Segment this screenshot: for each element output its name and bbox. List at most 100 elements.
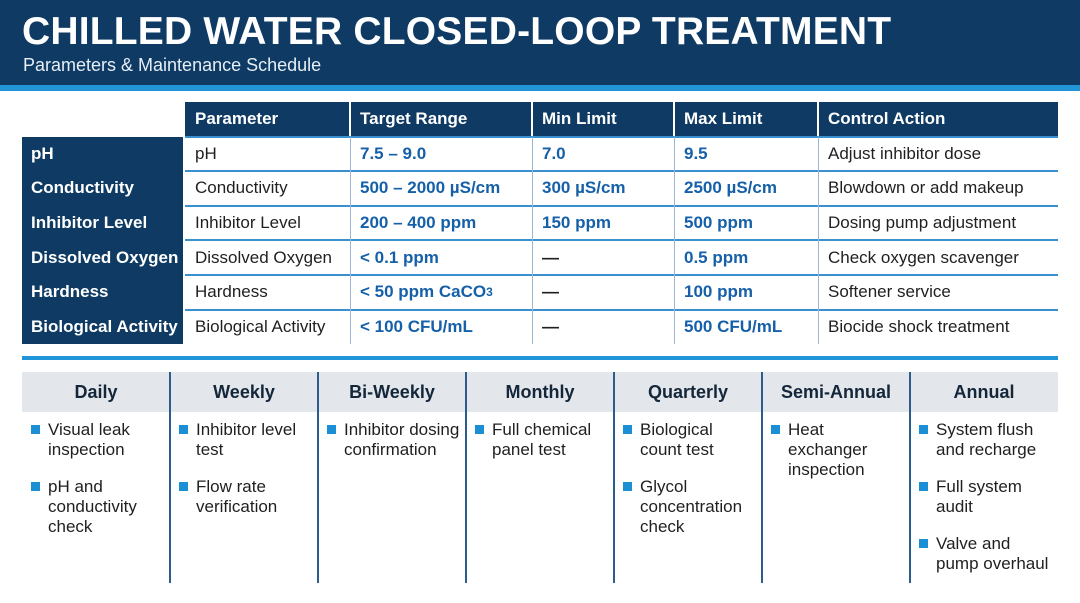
schedule-column: Semi-Annual Heat exchanger inspection — [762, 372, 910, 583]
schedule-task-list: Full chemical panel test — [466, 412, 614, 460]
column-header: Max Limit — [674, 102, 818, 137]
table-cell: — — [532, 310, 674, 345]
cell-value: 500 – 2000 µS/cm — [360, 178, 501, 198]
table-cell: < 50 ppm CaCO 3 — [350, 275, 532, 310]
schedule-task-label: Inhibitor dosing confirmation — [344, 420, 460, 459]
square-bullet-icon — [327, 425, 336, 434]
table-cell: — — [532, 240, 674, 275]
cell-value: < 0.1 ppm — [360, 247, 439, 267]
schedule-task: Visual leak inspection — [31, 420, 166, 460]
row-divider — [185, 239, 1058, 242]
header-separator — [531, 102, 533, 137]
cell-value: Biocide shock treatment — [828, 316, 1010, 336]
table-cell: 9.5 — [674, 137, 818, 172]
schedule-column-divider — [613, 372, 615, 583]
schedule-task-label: Valve and pump overhaul — [936, 534, 1049, 573]
cell-value: Biological Activity — [195, 316, 326, 336]
table-cell: 7.0 — [532, 137, 674, 172]
table-cell: Check oxygen scavenger — [818, 240, 1058, 275]
table-cell: Dosing pump adjustment — [818, 206, 1058, 241]
schedule-task-label: Flow rate verification — [196, 477, 278, 516]
table-cell: pH — [185, 137, 350, 172]
column-divider — [818, 136, 819, 345]
cell-value: pH — [195, 143, 217, 163]
cell-value: 150 ppm — [542, 213, 611, 233]
table-row: Dissolved Oxygen Dissolved Oxygen < 0.1 pp… — [22, 240, 1058, 275]
table-cell: 150 ppm — [532, 206, 674, 241]
schedule-column: Quarterly Biological count test Glycol con… — [614, 372, 762, 583]
table-cell: < 0.1 ppm — [350, 240, 532, 275]
table-cell: 0.5 ppm — [674, 240, 818, 275]
schedule-column: Weekly Inhibitor level test Flow rate veri… — [170, 372, 318, 583]
schedule-task: pH and conductivity check — [31, 477, 166, 537]
schedule-task-list: Inhibitor level test Flow rate verificati… — [170, 412, 318, 517]
schedule-column: Daily Visual leak inspection pH and conduc… — [22, 372, 170, 583]
table-cell: Adjust inhibitor dose — [818, 137, 1058, 172]
table-cell: 500 CFU/mL — [674, 310, 818, 345]
schedule-header-band — [22, 372, 1058, 412]
cell-value-subscript: 3 — [486, 285, 493, 300]
schedule-task-label: Visual leak inspection — [48, 420, 130, 459]
cell-value: 200 – 400 ppm — [360, 213, 477, 233]
square-bullet-icon — [623, 425, 632, 434]
cell-value: 9.5 — [684, 143, 708, 163]
cell-value: Check oxygen scavenger — [828, 247, 1019, 267]
header-separator — [673, 102, 675, 137]
table-cell: — — [532, 275, 674, 310]
schedule-task: Biological count test — [623, 420, 758, 460]
schedule-task-label: pH and conductivity check — [48, 477, 137, 536]
schedule-column-title: Annual — [953, 381, 1015, 402]
table-cell: Inhibitor Level — [185, 206, 350, 241]
table-cell: Dissolved Oxygen — [185, 240, 350, 275]
schedule-column-divider — [169, 372, 171, 583]
cell-value: 7.5 – 9.0 — [360, 143, 427, 163]
schedule-task-label: Biological count test — [640, 420, 714, 459]
square-bullet-icon — [623, 482, 632, 491]
schedule-task: Heat exchanger inspection — [771, 420, 906, 480]
cell-value: < 50 ppm CaCO — [360, 282, 487, 302]
row-label: Conductivity — [22, 171, 183, 206]
square-bullet-icon — [919, 539, 928, 548]
table-cell: Blowdown or add makeup — [818, 171, 1058, 206]
schedule-task-label: Full chemical panel test — [492, 420, 592, 459]
schedule-task-list: Heat exchanger inspection — [762, 412, 910, 480]
table-cell: 2500 µS/cm — [674, 171, 818, 206]
row-label: Biological Activity — [22, 309, 183, 345]
table-cell: 300 µS/cm — [532, 171, 674, 206]
schedule-task-label: Inhibitor level test — [196, 420, 297, 459]
schedule-task: System flush and recharge — [919, 420, 1054, 460]
column-divider — [350, 136, 351, 345]
cell-value: 0.5 ppm — [684, 247, 749, 267]
table-cell: < 100 CFU/mL — [350, 310, 532, 345]
cell-value: Dissolved Oxygen — [195, 247, 333, 267]
schedule-column-divider — [317, 372, 319, 583]
header-separator — [349, 102, 351, 137]
table-row: pH pH 7.5 – 9.0 7.0 9.5 Adjust inhibitor dose — [22, 136, 1058, 172]
schedule-task-list: System flush and recharge Full system aud… — [910, 412, 1058, 574]
row-divider — [185, 204, 1058, 207]
schedule-column-divider — [909, 372, 911, 583]
cell-value: — — [542, 282, 559, 302]
square-bullet-icon — [179, 482, 188, 491]
schedule-column-title: Daily — [74, 381, 118, 402]
schedule-column-title: Monthly — [505, 381, 575, 402]
schedule-task-label: Full system audit — [936, 477, 1022, 516]
table-row: Conductivity Conductivity 500 – 2000 µS/cm… — [22, 171, 1058, 206]
row-divider — [185, 135, 1058, 138]
table-cell: Softener service — [818, 275, 1058, 310]
schedule-task: Inhibitor dosing confirmation — [327, 420, 462, 460]
table-row: Biological Activity Biological Activity < … — [22, 309, 1058, 345]
column-divider — [532, 136, 533, 345]
column-header: Control Action — [818, 102, 1058, 137]
cell-value: Conductivity — [195, 178, 288, 198]
page-title: CHILLED WATER CLOSED-LOOP TREATMENT — [22, 10, 892, 53]
table-cell: 500 – 2000 µS/cm — [350, 171, 532, 206]
section-divider — [22, 356, 1058, 360]
schedule-task: Glycol concentration check — [623, 477, 758, 537]
cell-value: Dosing pump adjustment — [828, 213, 1017, 233]
column-header: Parameter — [185, 102, 350, 137]
schedule-column-divider — [761, 372, 763, 583]
cell-value: — — [542, 316, 559, 336]
row-label: pH — [22, 136, 183, 172]
square-bullet-icon — [179, 425, 188, 434]
